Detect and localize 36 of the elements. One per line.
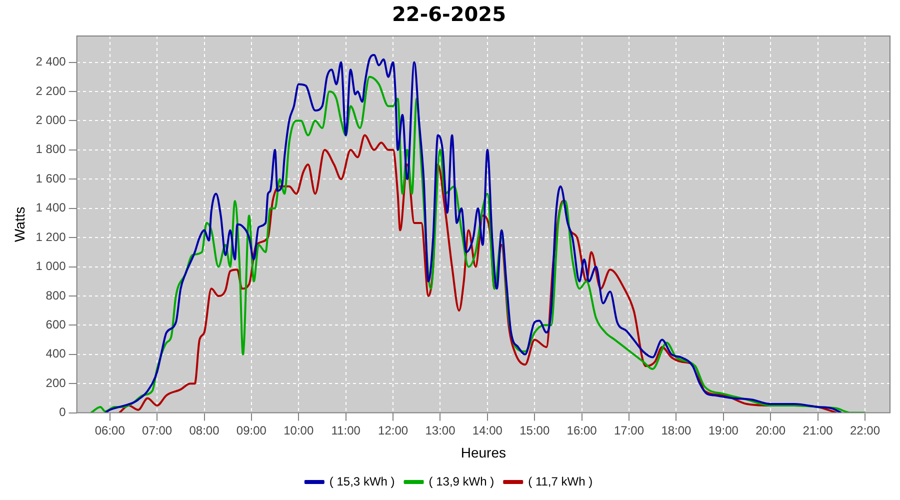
y-tick-label: 1 000	[36, 259, 66, 274]
x-tick-label: 18:00	[661, 423, 692, 438]
y-tick-label: 1 600	[36, 171, 66, 186]
x-tick-label: 07:00	[142, 423, 172, 438]
legend-label: ( 13,9 kWh )	[428, 474, 494, 488]
x-tick-label: 20:00	[756, 423, 786, 438]
legend-label: ( 15,3 kWh )	[329, 474, 395, 488]
y-tick-label: 2 400	[36, 54, 66, 69]
chart-title: 22-6-2025	[392, 2, 506, 26]
x-tick-label: 11:00	[331, 423, 361, 438]
x-tick-label: 21:00	[802, 423, 834, 438]
x-axis-title: Heures	[460, 444, 506, 460]
x-tick-label: 22:00	[850, 423, 880, 438]
x-tick-label: 19:00	[708, 423, 739, 438]
y-tick-label: 1 200	[36, 230, 66, 244]
x-tick-label: 15:00	[520, 423, 550, 438]
y-tick-label: 800	[46, 288, 66, 302]
y-tick-label: 2 200	[36, 84, 66, 98]
x-tick-label: 10:00	[284, 423, 314, 438]
y-tick-label: 600	[46, 317, 66, 332]
x-tick-label: 16:00	[566, 423, 598, 438]
y-tick-label: 2 000	[36, 113, 66, 128]
x-tick-label: 08:00	[189, 423, 220, 438]
x-tick-label: 06:00	[94, 423, 126, 438]
y-tick-label: 0	[59, 405, 66, 420]
x-tick-label: 13:00	[425, 423, 456, 438]
x-tick-label: 17:00	[614, 423, 644, 438]
x-tick-label: 12:00	[378, 423, 408, 438]
y-tick-label: 400	[46, 346, 66, 361]
legend-label: ( 11,7 kWh )	[528, 474, 593, 488]
x-tick-label: 14:00	[472, 423, 503, 438]
y-tick-label: 200	[46, 376, 66, 390]
y-axis-title: Watts	[11, 206, 28, 242]
x-tick-label: 09:00	[236, 423, 267, 438]
y-tick-label: 1 800	[36, 142, 66, 156]
y-tick-label: 1 400	[36, 200, 66, 215]
